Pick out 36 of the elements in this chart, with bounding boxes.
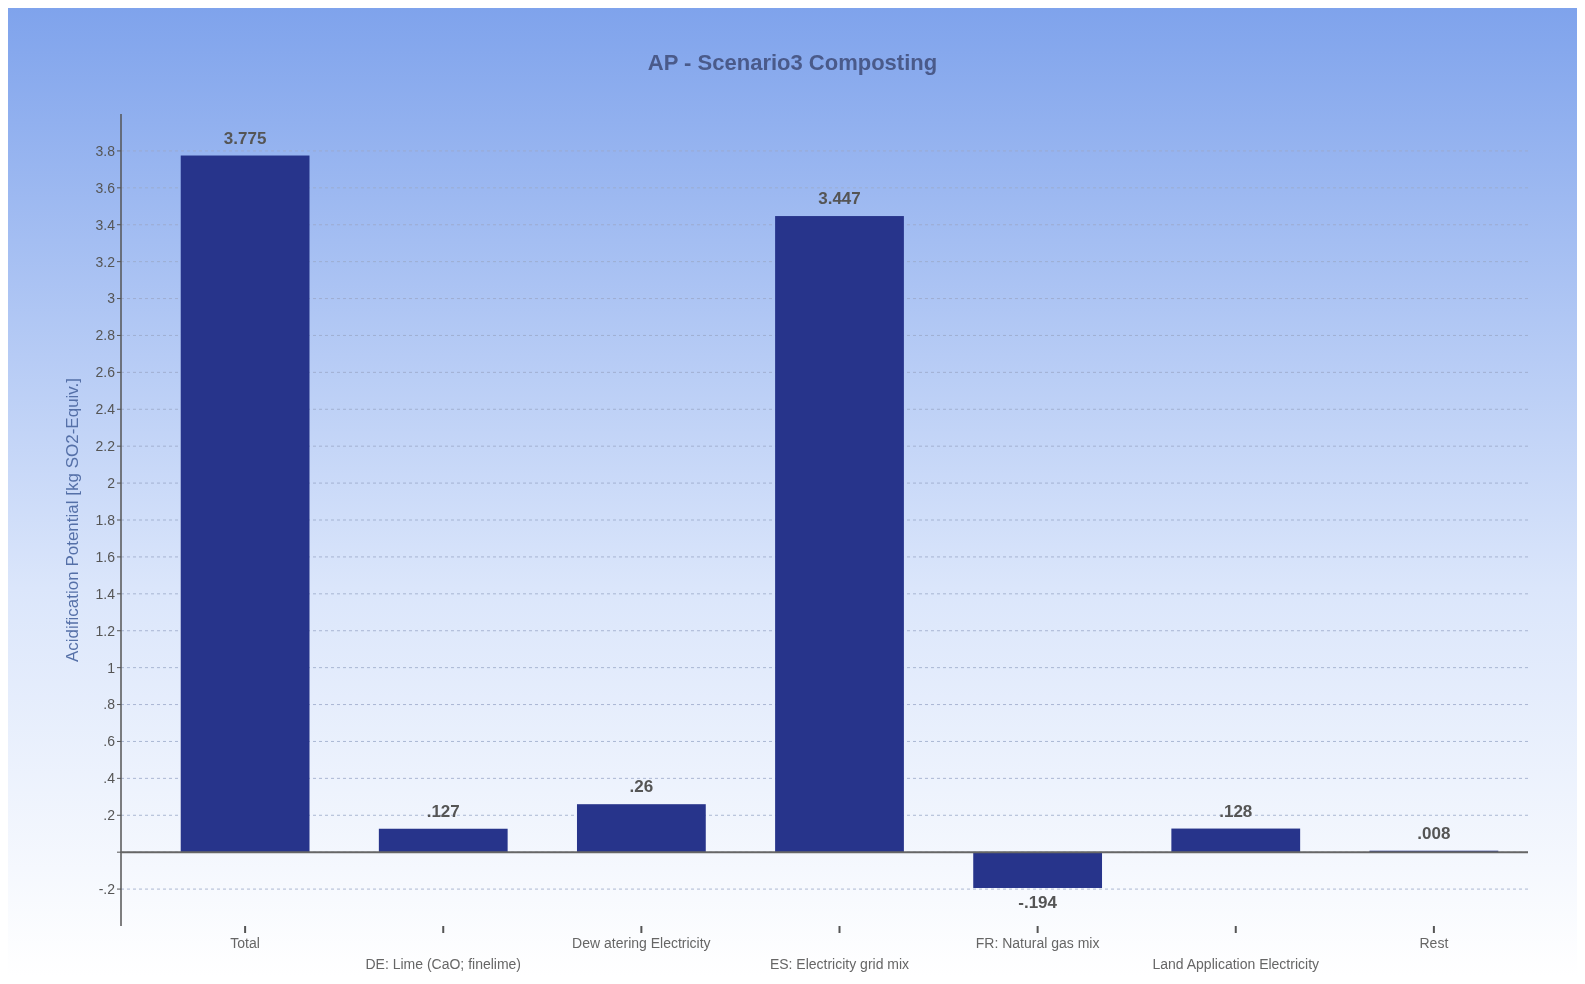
y-tick-label: 2.6 (95, 364, 116, 381)
x-tick-label: Rest (1419, 935, 1449, 951)
y-tick-label: 1.6 (95, 548, 116, 565)
y-tick-label: 2.2 (95, 438, 116, 455)
x-tick-label: FR: Natural gas mix (975, 935, 1100, 951)
x-tick-label: Dew atering Electricity (572, 935, 711, 951)
x-tick-label: DE: Lime (CaO; finelime) (365, 956, 522, 972)
y-tick-label: 3 (107, 290, 116, 307)
y-tick-label: 2.8 (95, 327, 116, 344)
x-tick-label: Land Application Electricity (1152, 956, 1320, 972)
y-tick-label: 2 (107, 474, 116, 491)
y-tick-label: .8 (103, 696, 116, 713)
y-tick-label: 1.8 (95, 511, 116, 528)
y-tick-label: .6 (103, 733, 116, 750)
y-tick-label: 3.8 (95, 142, 116, 159)
y-tick-label: 1.4 (95, 585, 116, 602)
chart-title: AP - Scenario3 Composting (647, 50, 938, 75)
data-label: 3.775 (223, 128, 267, 148)
y-tick-label: 2.4 (95, 401, 116, 418)
data-label: -.194 (1018, 892, 1058, 912)
data-label: .008 (1417, 823, 1451, 843)
data-label: .127 (426, 801, 460, 821)
data-label: .26 (629, 777, 654, 797)
data-label: 3.447 (818, 189, 861, 209)
y-tick-label: 3.4 (95, 216, 116, 233)
x-tick-label: ES: Electricity grid mix (769, 956, 910, 972)
y-axis-title: Acidification Potential [kg SO2-Equiv.] (63, 377, 82, 663)
x-tick-label: Total (230, 935, 260, 951)
y-tick-label: 3.2 (95, 253, 116, 270)
y-tick-label: .2 (103, 807, 116, 824)
y-tick-label: 1.2 (95, 622, 116, 639)
data-label: .128 (1219, 801, 1253, 821)
y-tick-label: 1 (107, 659, 116, 676)
y-tick-label: .4 (103, 770, 116, 787)
y-tick-label: -.2 (98, 880, 116, 897)
y-tick-label: 3.6 (95, 179, 116, 196)
